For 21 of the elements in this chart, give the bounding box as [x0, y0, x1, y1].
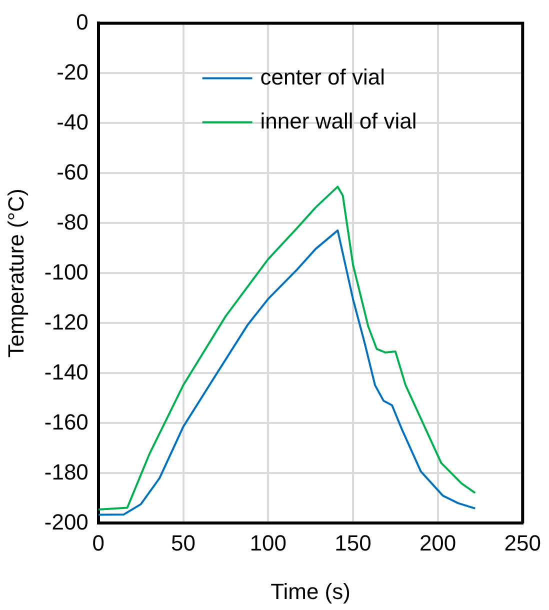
y-tick-label: -60 [56, 159, 88, 184]
y-tick-label: -20 [56, 59, 88, 84]
y-tick-label: -100 [44, 259, 88, 284]
x-tick-label: 50 [171, 530, 196, 556]
x-tick-label: 0 [92, 530, 105, 556]
y-tick-label: -140 [44, 359, 88, 384]
y-tick-label: -40 [56, 109, 88, 134]
x-tick-label: 250 [504, 530, 542, 556]
y-tick-label: -80 [56, 209, 88, 234]
y-tick-label: -120 [44, 309, 88, 334]
x-tick-label: 150 [334, 530, 372, 556]
x-tick-label: 100 [250, 530, 286, 556]
x-axis-title: Time (s) [270, 578, 350, 604]
y-tick-label: -160 [44, 409, 88, 434]
y-axis-title: Temperature (°C) [3, 188, 28, 358]
legend-label: inner wall of vial [260, 108, 417, 134]
y-tick-label: -200 [44, 509, 88, 534]
y-tick-label: -180 [44, 459, 88, 484]
legend-label: center of vial [260, 64, 386, 90]
x-tick-label: 200 [419, 530, 456, 556]
y-tick-label: 0 [76, 9, 88, 34]
